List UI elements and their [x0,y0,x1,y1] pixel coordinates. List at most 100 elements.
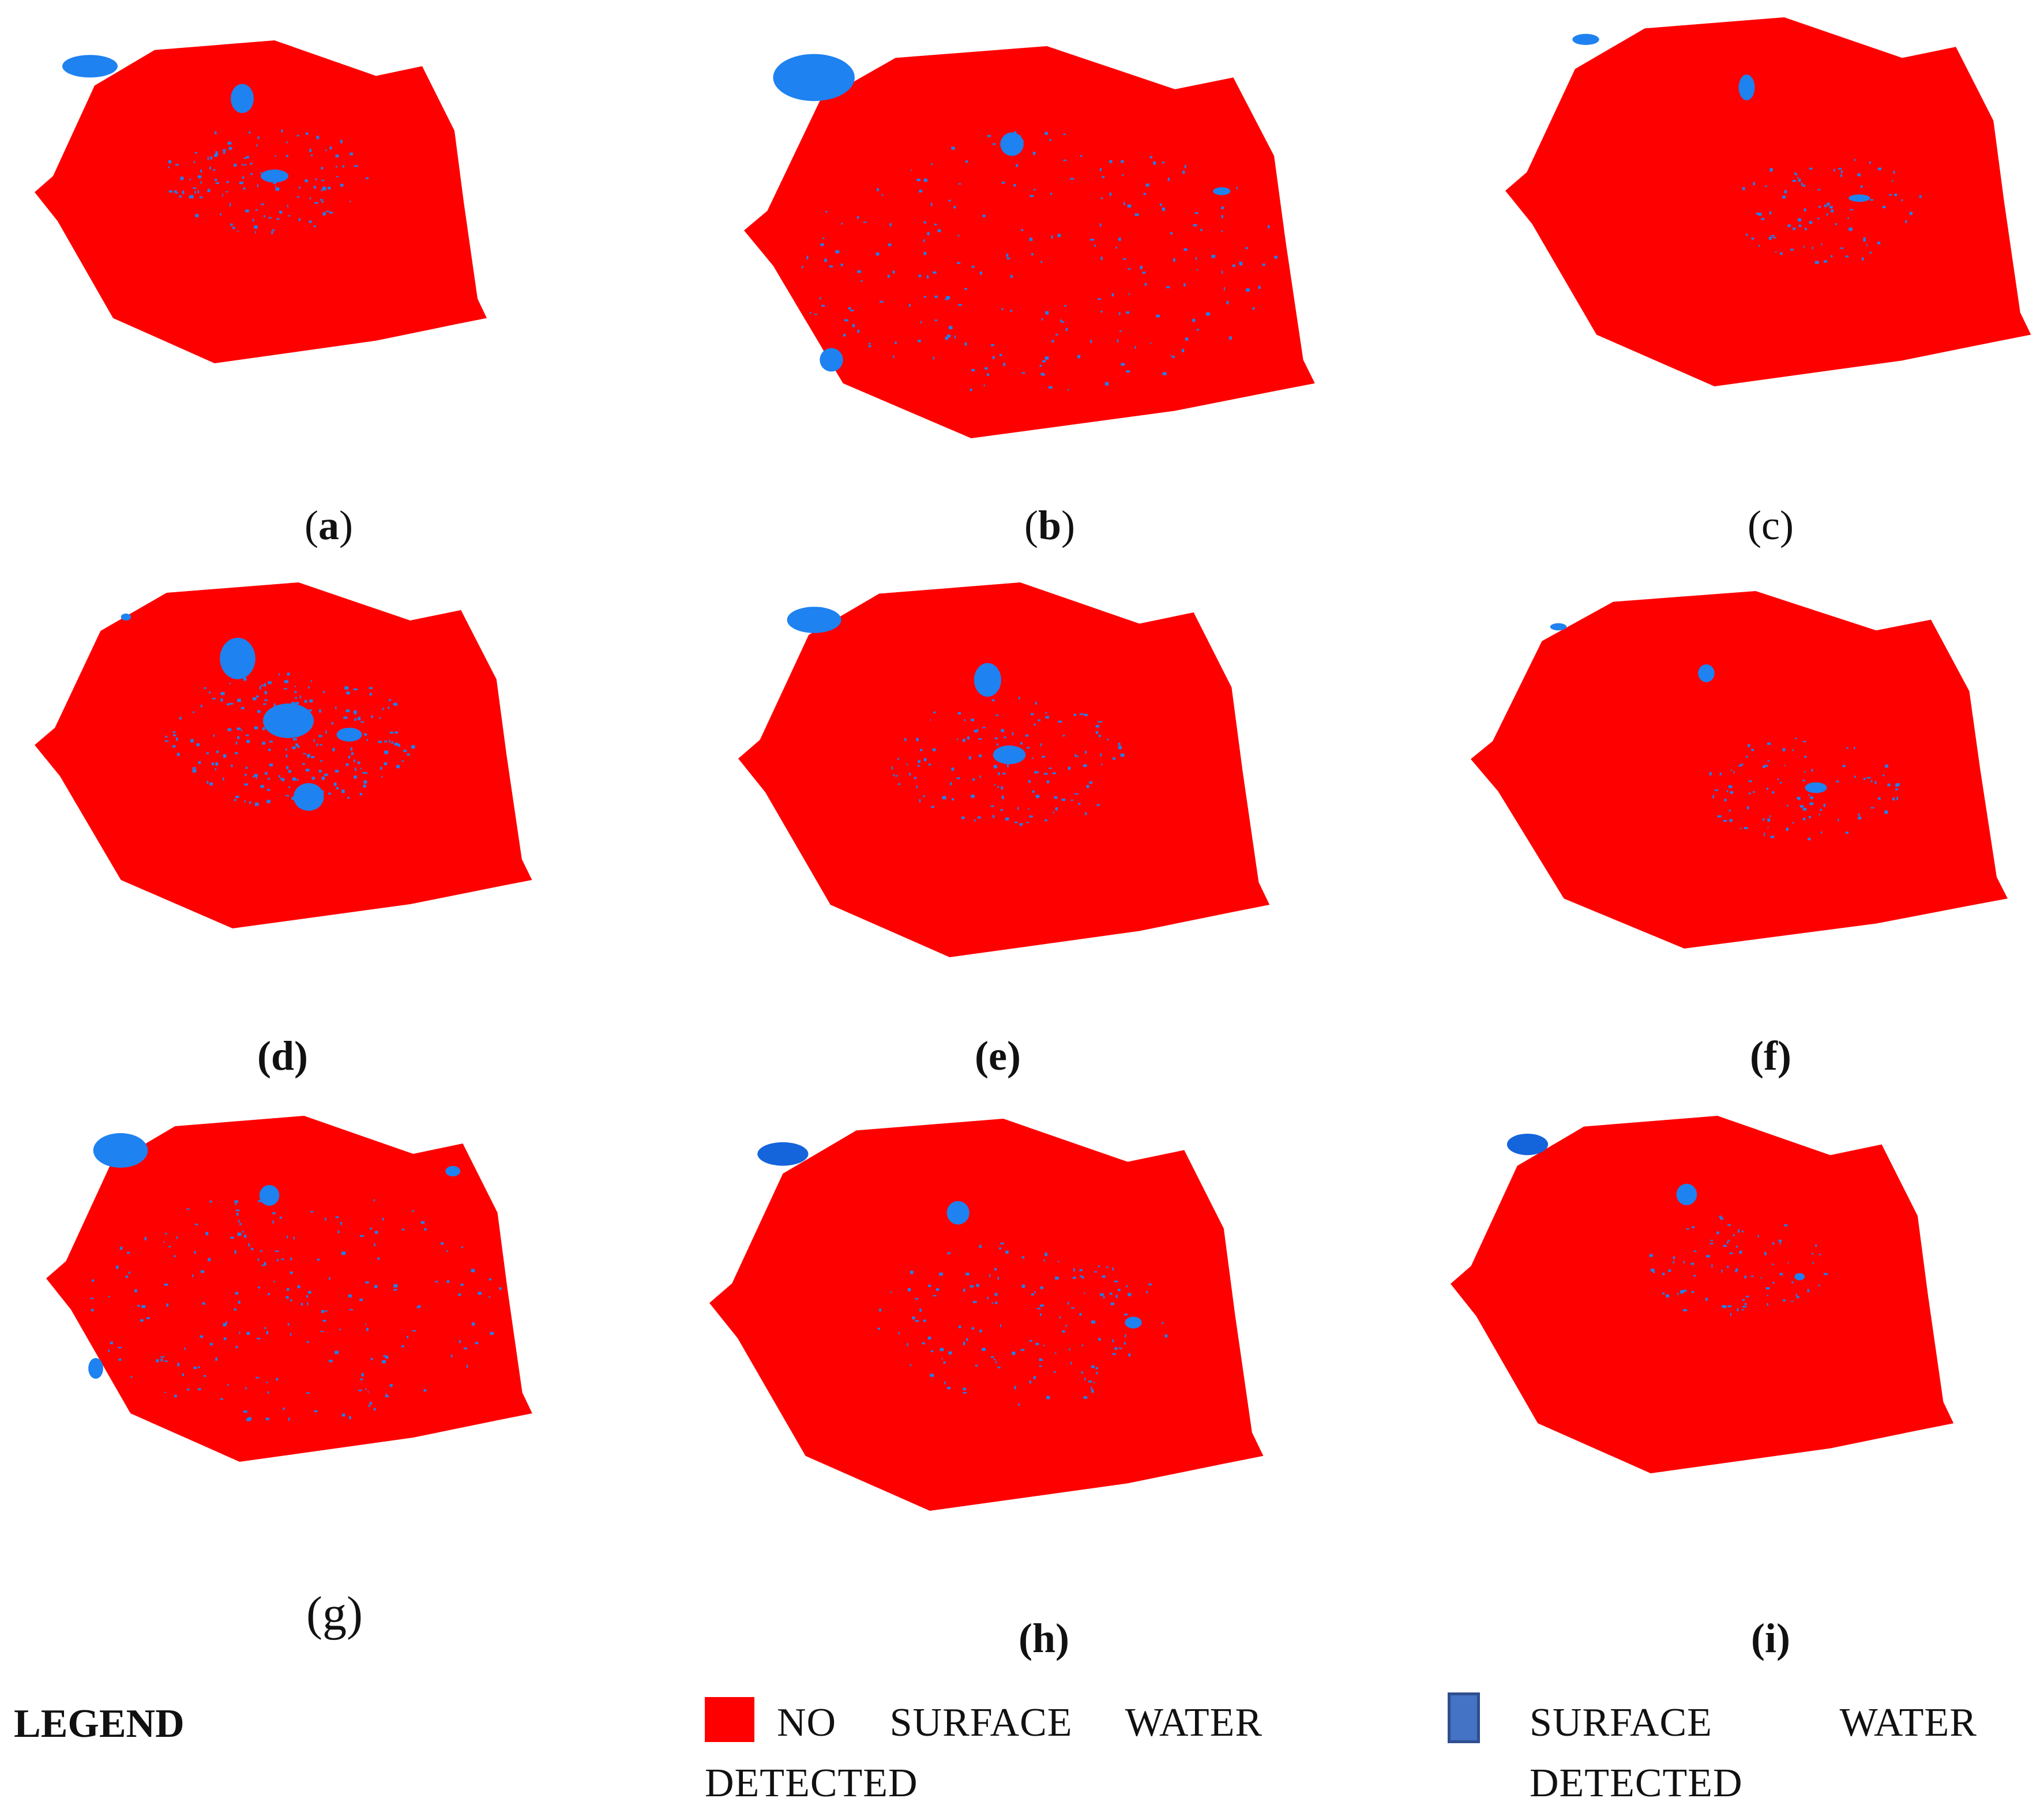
surface-water-pixel [1802,185,1806,187]
legend-no-water-line2: DETECTED [705,1761,918,1805]
surface-water-pixel [1683,1261,1685,1264]
surface-water-pixel [385,1393,388,1397]
surface-water-pixel [261,684,264,686]
surface-water-pixel [1239,261,1243,264]
surface-water-pixel [1126,370,1130,373]
surface-water-pixel [234,164,237,167]
surface-water-pixel [194,190,196,194]
surface-water-pixel [1164,1334,1168,1338]
surface-water-pixel [1035,701,1037,705]
legend-title: LEGEND [14,1702,185,1746]
surface-water-pixel [176,738,178,741]
surface-water-pixel [227,728,231,731]
surface-water-pixel [281,712,283,715]
surface-water-pixel [946,296,950,300]
surface-water-pixel [264,1262,266,1266]
surface-water-pixel [332,748,335,751]
surface-water-pixel [235,1209,240,1212]
surface-water-pixel [898,783,901,785]
surface-water-pixel [281,734,284,738]
surface-water-pixel [401,760,404,762]
surface-water-pixel [350,152,353,156]
surface-water-pixel [1020,823,1022,826]
surface-water-pixel [311,777,315,780]
surface-water-pixel [1810,796,1814,799]
surface-water-pixel [919,799,921,803]
surface-water-pixel [1018,1404,1020,1406]
surface-water-pixel [254,774,258,777]
surface-water-pixel [196,743,200,746]
surface-water-pixel [1820,808,1823,811]
surface-water-pixel [168,166,170,168]
surface-water-pixel [250,163,253,165]
surface-water-pixel [1863,239,1866,242]
surface-water-pixel [923,221,926,224]
surface-water-pixel [108,1296,110,1297]
surface-water-pixel [354,759,355,762]
surface-water-pixel [1803,208,1806,212]
surface-water-pixel [1074,754,1077,756]
surface-water-pixel [933,711,936,713]
map-panel-g [46,1116,542,1462]
surface-water-pixel [291,796,295,800]
surface-water-pixel [261,1265,265,1266]
surface-water-pixel [1019,823,1023,825]
surface-water-pixel [285,754,288,758]
surface-water-pixel [915,1320,919,1322]
surface-water-pixel [1153,161,1156,165]
surface-water-pixel [1045,311,1049,315]
surface-water-pixel [361,1373,364,1376]
surface-water-pixel [877,1327,881,1330]
surface-water-pixel [246,1331,250,1335]
surface-water-pixel [1065,1325,1067,1327]
surface-water-pixel [1040,1313,1042,1316]
surface-water-pixel [377,1257,380,1260]
surface-water-pixel [424,1228,427,1231]
surface-water-pixel [918,274,921,277]
surface-water-pixel [1764,765,1768,767]
surface-water-pixel [1753,791,1755,793]
surface-water-pixel [933,1295,937,1297]
surface-water-pixel [1226,301,1229,304]
surface-water-pixel [1098,1266,1100,1267]
surface-water-pixel [1021,1256,1025,1259]
surface-water-pixel [963,1341,965,1345]
surface-water-pixel [175,192,178,194]
surface-water-pixel [1784,765,1786,766]
surface-water-pixel [355,768,356,771]
surface-water-pixel [1091,1387,1092,1390]
surface-water-pixel [976,1284,979,1287]
surface-water-pixel [971,718,974,721]
map-g [46,1116,532,1462]
surface-water-pixel [1183,248,1188,251]
surface-water-pixel [930,1374,934,1377]
surface-water-pixel [923,178,927,182]
surface-water-pixel [1753,182,1755,186]
surface-water-pixel [1792,822,1794,823]
surface-water-pixel [934,223,937,225]
surface-water-pixel [1040,373,1044,376]
surface-water-pixel [388,699,392,701]
surface-water-pixel [463,1347,467,1349]
surface-water-pixel [1892,797,1895,801]
surface-water-pixel [1046,1395,1050,1400]
surface-water-pixel [1003,363,1005,366]
surface-water-pixel [249,131,251,134]
surface-water-pixel [254,726,258,729]
surface-water-pixel [252,776,254,778]
surface-water-patch [261,170,288,183]
surface-water-pixel [1149,156,1152,159]
surface-water-lake [1550,623,1567,631]
surface-water-pixel [294,691,297,694]
surface-water-pixel [1127,204,1132,208]
surface-water-pixel [384,762,387,766]
surface-water-pixel [229,702,234,705]
surface-water-pixel [1122,174,1124,176]
surface-water-pixel [297,746,300,748]
surface-water-pixel [1013,183,1016,187]
surface-water-pixel [227,142,232,145]
surface-water-pixel [877,188,880,191]
surface-water-pixel [1823,804,1825,807]
surface-water-pixel [127,1252,130,1254]
surface-water-lake [1506,1134,1549,1156]
